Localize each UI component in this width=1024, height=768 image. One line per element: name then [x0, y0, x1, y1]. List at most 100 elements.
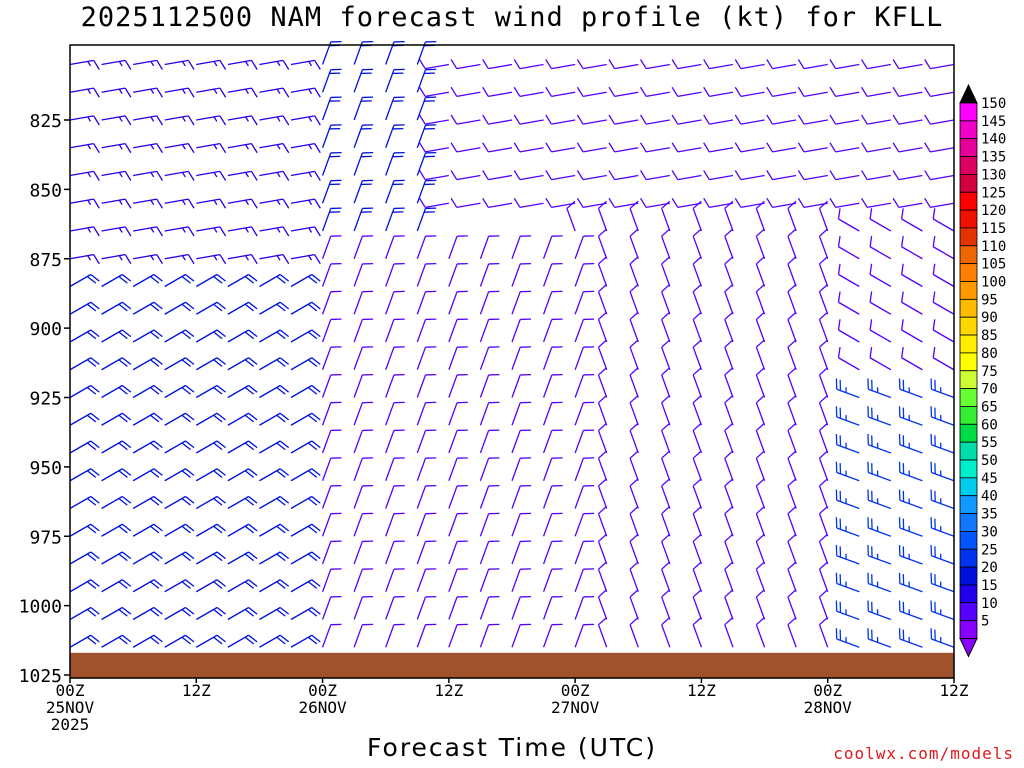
- barb-feather: [307, 581, 318, 589]
- barb-shaft: [519, 174, 544, 181]
- wind-barb: [479, 512, 500, 537]
- wind-barb: [867, 517, 892, 537]
- wind-barb: [353, 568, 374, 592]
- barb-shaft: [101, 59, 126, 66]
- barb-feather: [860, 59, 868, 70]
- barb-feather: [187, 226, 195, 237]
- barb-feather: [248, 606, 258, 615]
- wind-barb: [353, 401, 374, 426]
- wind-barb: [597, 395, 608, 426]
- barb-shaft: [69, 634, 92, 648]
- barb-feather: [661, 506, 671, 515]
- barb-feather: [185, 440, 195, 449]
- barb-shaft: [787, 374, 797, 398]
- barb-shaft: [479, 541, 490, 565]
- barb-shaft: [574, 568, 584, 592]
- barb-shaft: [818, 402, 829, 426]
- barb-feather: [121, 523, 132, 532]
- barb-feather: [276, 303, 286, 312]
- barb-shaft: [259, 87, 284, 93]
- barb-feather: [608, 197, 616, 208]
- barb-feather: [121, 273, 132, 282]
- barb-shaft: [353, 541, 363, 565]
- x-axis-label: Forecast Time (UTC): [367, 733, 657, 762]
- barb-shaft: [321, 291, 332, 315]
- barb-feather: [860, 142, 868, 153]
- barb-feather: [671, 114, 679, 125]
- barb-feather: [787, 367, 797, 376]
- wind-barb: [755, 450, 766, 481]
- barb-feather: [219, 87, 227, 98]
- wind-barb: [597, 589, 608, 620]
- barb-feather: [661, 311, 671, 320]
- wind-barb: [766, 59, 797, 70]
- wind-barb: [661, 533, 671, 565]
- barb-feather: [819, 617, 828, 626]
- wind-barb: [195, 606, 226, 621]
- barb-shaft: [899, 638, 923, 648]
- colorbar-swatch: [959, 316, 978, 336]
- barb-shaft: [818, 457, 829, 481]
- barb-feather: [724, 200, 734, 209]
- barb-feather: [216, 301, 226, 310]
- barb-shaft: [574, 624, 584, 648]
- barb-shaft: [488, 91, 513, 98]
- wind-barb: [566, 200, 576, 232]
- wind-barb: [479, 318, 500, 343]
- barb-shaft: [425, 174, 449, 181]
- colorbar-label: 30: [981, 524, 998, 540]
- wind-barb: [448, 318, 468, 343]
- wind-barb: [132, 301, 163, 315]
- barb-feather: [755, 284, 765, 293]
- chart-title: 2025112500 NAM forecast wind profile (kt…: [80, 2, 944, 33]
- wind-barb: [797, 86, 828, 98]
- barb-shaft: [511, 485, 521, 509]
- wind-barb: [69, 579, 100, 593]
- barb-shaft: [519, 147, 544, 153]
- wind-barb: [132, 523, 163, 537]
- wind-barb: [227, 551, 258, 565]
- barb-feather: [608, 170, 616, 181]
- barb-feather: [121, 468, 132, 476]
- barb-feather: [924, 197, 931, 208]
- barb-shaft: [353, 430, 363, 454]
- barb-half-feather: [118, 88, 123, 95]
- y-tick-label: 925: [29, 389, 62, 410]
- wind-barb: [353, 595, 374, 620]
- wind-barb: [132, 384, 163, 399]
- barb-feather: [153, 551, 163, 560]
- wind-barb: [837, 208, 860, 232]
- wind-barb: [835, 628, 860, 648]
- wind-barb: [818, 228, 829, 259]
- barb-shaft: [724, 402, 734, 426]
- barb-shaft: [353, 402, 363, 426]
- wind-barb: [629, 367, 639, 398]
- barb-shaft: [597, 319, 608, 343]
- wind-barb: [290, 226, 321, 237]
- barb-feather: [279, 579, 290, 587]
- barb-shaft: [724, 568, 734, 592]
- barb-shaft: [425, 147, 449, 153]
- barb-feather: [932, 235, 936, 247]
- barb-feather: [734, 170, 742, 181]
- barb-half-feather: [150, 116, 155, 122]
- barb-shaft: [755, 319, 766, 343]
- barb-half-feather: [213, 227, 218, 233]
- barb-shaft: [542, 319, 553, 343]
- barb-feather: [724, 422, 734, 431]
- barb-shaft: [772, 174, 797, 181]
- barb-feather: [418, 170, 426, 181]
- barb-shaft: [787, 596, 797, 620]
- barb-feather: [724, 506, 734, 515]
- barb-feather: [755, 339, 765, 348]
- barb-shaft: [69, 170, 94, 177]
- wind-barb: [479, 262, 500, 287]
- barb-feather: [86, 497, 97, 506]
- wind-barb: [290, 412, 321, 426]
- barb-shaft: [290, 253, 315, 260]
- barb-feather: [276, 636, 286, 645]
- barb-shaft: [164, 115, 189, 121]
- wind-barb: [385, 568, 405, 592]
- wind-barb: [513, 170, 544, 181]
- barb-feather: [482, 142, 489, 153]
